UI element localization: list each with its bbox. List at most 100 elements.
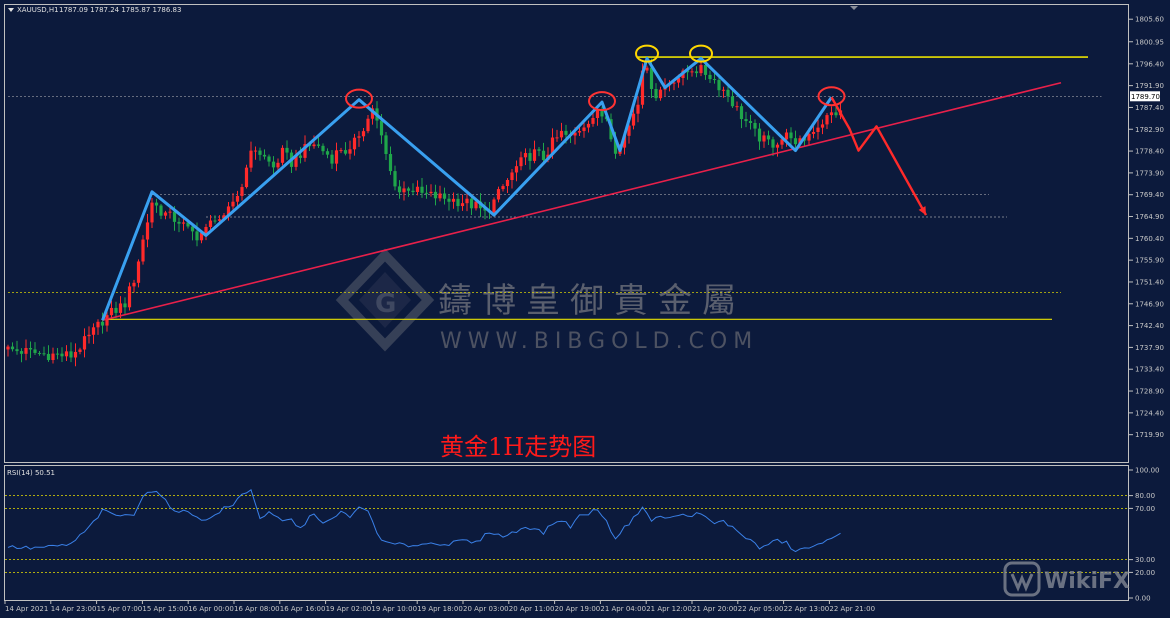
candle-body — [793, 138, 798, 145]
candle-body — [370, 108, 375, 119]
candle-body — [10, 346, 15, 350]
candle-body — [82, 336, 87, 350]
candle-body — [627, 125, 631, 136]
candle-body — [537, 149, 541, 151]
candle-body — [132, 282, 136, 287]
candle-body — [748, 121, 753, 123]
candle-body — [456, 198, 460, 207]
price-tick-label: 1791.90 — [1135, 82, 1164, 90]
price-tick-label: 1737.90 — [1135, 344, 1164, 352]
rsi-levels — [5, 495, 1128, 573]
candle-body — [640, 70, 645, 105]
price-tick-label: 1796.40 — [1135, 60, 1164, 68]
candle-body — [204, 226, 208, 234]
candle-body — [649, 67, 654, 89]
candle-body — [672, 82, 676, 84]
watermark-url: WWW.BIBGOLD.COM — [440, 329, 758, 354]
candle-body — [528, 153, 532, 161]
candle-body — [78, 349, 82, 352]
candle-body — [415, 186, 420, 193]
candle-body — [253, 150, 258, 152]
candle-body — [276, 162, 280, 168]
candle-body — [244, 167, 249, 188]
time-tick-label: 20 Apr 03:00 — [463, 605, 509, 613]
candle-body — [798, 138, 802, 145]
time-tick-label: 20 Apr 11:00 — [509, 605, 555, 613]
candle-body — [811, 131, 816, 134]
candle-body — [501, 186, 505, 190]
candle-body — [195, 231, 199, 241]
candle-body — [271, 161, 276, 168]
candle-body — [325, 151, 330, 155]
candle-body — [55, 353, 60, 355]
wikifx-logo: WikiFX — [1003, 561, 1130, 597]
chart-caption: 黄金1H走势图 — [440, 433, 596, 461]
chart-shift-marker-icon[interactable] — [850, 6, 858, 10]
candle-body — [474, 201, 478, 209]
dropdown-triangle-icon[interactable] — [8, 8, 14, 12]
candle-body — [28, 348, 33, 350]
watermark-chinese: 鑄博皇御貴金屬 — [438, 281, 746, 321]
candle-body — [217, 219, 222, 221]
candle-body — [339, 150, 343, 152]
candle-body — [420, 186, 424, 193]
candle-body — [208, 220, 213, 227]
candle-body — [762, 135, 766, 142]
price-tick-label: 1751.40 — [1135, 278, 1164, 286]
candle-body — [60, 353, 64, 357]
candle-body — [100, 321, 105, 326]
time-tick-label: 15 Apr 15:00 — [142, 605, 188, 613]
price-tick-label: 1755.90 — [1135, 257, 1164, 265]
candle-body — [523, 153, 528, 158]
time-tick-label: 21 Apr 04:00 — [600, 605, 646, 613]
candle-body — [51, 353, 55, 361]
price-levels — [8, 95, 1102, 293]
candle-body — [829, 112, 834, 116]
candle-body — [330, 154, 334, 164]
price-tick-label: 1742.40 — [1135, 322, 1164, 330]
watermark-logo-icon: G — [335, 248, 435, 352]
candle-body — [559, 130, 564, 138]
candle-body — [226, 206, 231, 216]
current-price-label: 1789.70 — [1131, 93, 1160, 101]
candle-body — [118, 303, 123, 313]
candle-body — [334, 150, 339, 164]
candle-body — [231, 201, 235, 207]
time-tick-label: 14 Apr 23:00 — [51, 605, 97, 613]
candle-body — [37, 352, 42, 354]
wave-path — [101, 56, 833, 321]
candle-body — [825, 115, 829, 125]
yellow-circle-marker — [689, 44, 713, 63]
candle-body — [816, 127, 820, 132]
candle-body — [145, 222, 150, 240]
candle-body — [712, 79, 717, 81]
time-tick-label: 22 Apr 13:00 — [784, 605, 830, 613]
candle-body — [361, 131, 366, 137]
price-tick-label: 1782.90 — [1135, 126, 1164, 134]
candle-body — [172, 211, 177, 222]
candle-body — [379, 120, 384, 136]
candle-body — [357, 136, 361, 138]
candle-body — [136, 261, 141, 283]
candle-body — [141, 239, 145, 262]
candle-body — [105, 315, 109, 326]
candle-body — [708, 74, 712, 80]
candle-body — [321, 145, 325, 152]
price-tick-label: 1800.95 — [1135, 38, 1164, 46]
candle-body — [384, 135, 388, 155]
candle-body — [393, 171, 397, 187]
time-tick-label: 15 Apr 07:00 — [97, 605, 143, 613]
time-tick-label: 21 Apr 20:00 — [692, 605, 738, 613]
candle-body — [168, 211, 172, 213]
candle-body — [294, 155, 298, 167]
chart-annotations — [101, 44, 1088, 322]
candle-body — [96, 321, 100, 328]
rsi-tick-label: 80.00 — [1135, 492, 1155, 500]
yellow-circle-marker — [635, 44, 659, 63]
price-tick-label: 1764.90 — [1135, 213, 1164, 221]
candle-body — [676, 78, 681, 83]
candle-body — [352, 137, 357, 150]
candle-body — [213, 220, 217, 222]
time-tick-label: 20 Apr 19:00 — [555, 605, 601, 613]
